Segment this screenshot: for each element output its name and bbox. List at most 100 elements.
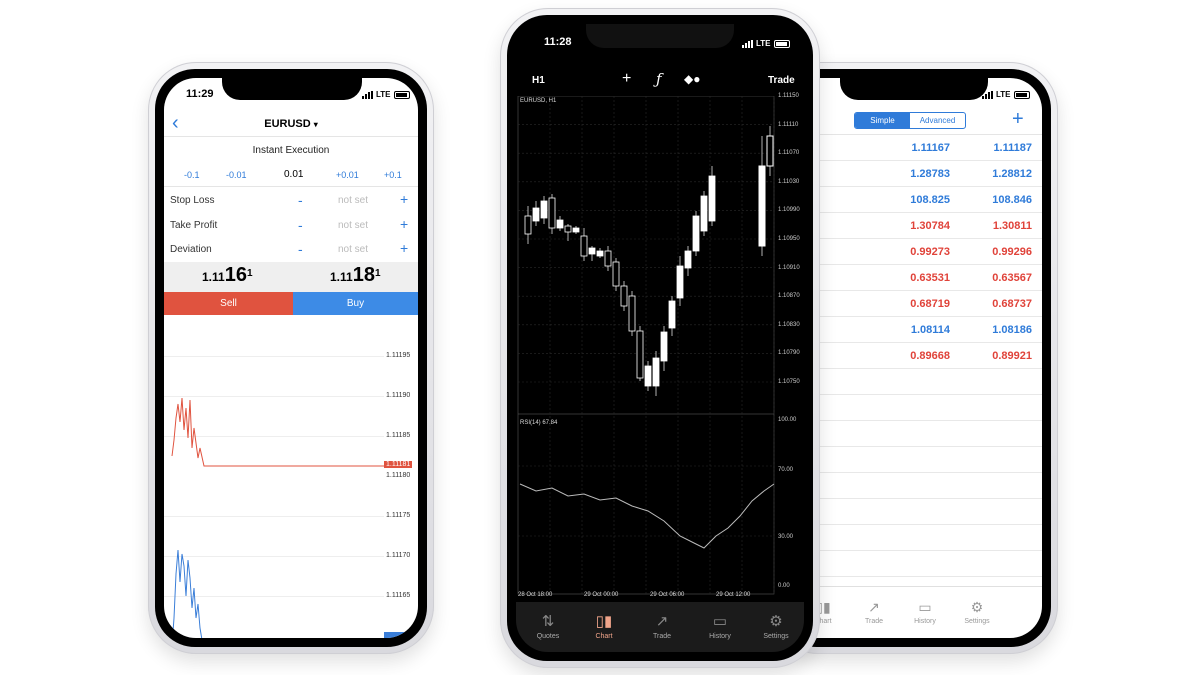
ask-price: 108.846 bbox=[992, 194, 1032, 206]
timeframe-button[interactable]: H1 bbox=[532, 75, 545, 86]
buy-price-sup: 1 bbox=[374, 268, 381, 279]
tab-label: Trade bbox=[864, 618, 884, 625]
tab-settings[interactable]: ⚙ Settings bbox=[952, 600, 1002, 626]
chevron-left-icon: ‹ bbox=[172, 112, 179, 134]
quote-row[interactable]: 1.11167 1.11187 bbox=[786, 135, 1042, 161]
candle-body bbox=[668, 300, 676, 329]
quote-row[interactable]: 1.28783 1.28812 bbox=[786, 161, 1042, 187]
stop-loss-decrease-button[interactable]: - bbox=[298, 192, 303, 208]
candle-body bbox=[758, 165, 766, 247]
candle-body bbox=[636, 330, 644, 379]
volume-step-plus-001[interactable]: +0.01 bbox=[336, 170, 359, 180]
buy-price-main: 18 bbox=[352, 264, 375, 286]
candle-body bbox=[596, 250, 604, 257]
back-button[interactable]: ‹ bbox=[172, 112, 179, 134]
chevron-down-icon: ▾ bbox=[313, 120, 318, 129]
candle-body bbox=[604, 250, 612, 267]
bid-price: 0.63531 bbox=[910, 272, 950, 284]
add-symbol-button[interactable]: + bbox=[1012, 108, 1024, 131]
trade-button[interactable]: Trade bbox=[768, 75, 795, 86]
signal-icon bbox=[742, 39, 753, 48]
deviation-decrease-button[interactable]: - bbox=[298, 241, 303, 257]
ask-price: 1.28812 bbox=[992, 168, 1032, 180]
price-axis-label: 1.10870 bbox=[778, 293, 800, 300]
take-profit-value[interactable]: not set bbox=[338, 220, 369, 231]
ask-price: 0.63567 bbox=[992, 272, 1032, 284]
buy-tick-line bbox=[172, 549, 203, 638]
candle-body bbox=[700, 195, 708, 232]
volume-step-minus-001[interactable]: -0.01 bbox=[226, 170, 247, 180]
price-axis-label: 1.11030 bbox=[778, 178, 800, 185]
candle-body bbox=[644, 365, 652, 387]
rsi-label: RSI(14) 67.84 bbox=[520, 420, 558, 426]
phone-frame-center: 11:28 LTE H1 + ƒ ◆● Trade EURUSD, H1 RSI… bbox=[500, 8, 820, 668]
stop-loss-label: Stop Loss bbox=[170, 195, 215, 206]
tab-settings[interactable]: ⚙ Settings bbox=[748, 614, 804, 641]
tab-quotes[interactable]: ⇅ Quotes bbox=[520, 613, 576, 641]
tick-axis-label: 1.11175 bbox=[386, 512, 411, 519]
tab-trade[interactable]: ↗ Trade bbox=[634, 614, 690, 641]
candle-body bbox=[532, 207, 540, 222]
deviation-value[interactable]: not set bbox=[338, 244, 369, 255]
quote-row[interactable]: 0.99273 0.99296 bbox=[786, 239, 1042, 265]
volume-value[interactable]: 0.01 bbox=[284, 169, 304, 180]
sell-button[interactable]: Sell bbox=[164, 292, 293, 315]
time-axis-label: 29 Oct 00:00 bbox=[584, 592, 619, 598]
objects-button[interactable]: ◆● bbox=[684, 72, 700, 86]
deviation-increase-button[interactable]: + bbox=[400, 240, 409, 256]
take-profit-increase-button[interactable]: + bbox=[400, 216, 409, 232]
tab-chart[interactable]: ▯▮ Chart bbox=[576, 614, 632, 641]
candle-body bbox=[660, 331, 668, 362]
candle-body bbox=[684, 250, 692, 269]
segment-simple[interactable]: Simple bbox=[855, 113, 910, 128]
chart-screen: 11:28 LTE H1 + ƒ ◆● Trade EURUSD, H1 RSI… bbox=[516, 24, 804, 652]
tab-history[interactable]: ▭ History bbox=[692, 614, 748, 641]
empty-row bbox=[786, 421, 1042, 447]
tab-history[interactable]: ▭ History bbox=[900, 600, 950, 626]
crosshair-icon: + bbox=[622, 70, 632, 87]
tab-trade[interactable]: ↗ Trade bbox=[849, 600, 899, 626]
ask-price: 0.89921 bbox=[992, 350, 1032, 362]
take-profit-label: Take Profit bbox=[170, 220, 218, 231]
volume-step-plus-01[interactable]: +0.1 bbox=[384, 170, 402, 180]
tab-label: History bbox=[709, 633, 731, 640]
execution-type[interactable]: Instant Execution bbox=[252, 145, 330, 156]
crosshair-button[interactable]: + bbox=[622, 70, 631, 88]
tab-label: Chart bbox=[814, 618, 832, 625]
quote-row[interactable]: 1.30784 1.30811 bbox=[786, 213, 1042, 239]
phone-frame-left: 11:29 LTE ‹ EURUSD ▾ Instant Execution -… bbox=[148, 62, 434, 654]
tick-axis-label: 1.11170 bbox=[386, 552, 411, 559]
segment-advanced[interactable]: Advanced bbox=[919, 116, 956, 125]
candle-body bbox=[524, 215, 532, 235]
quotes-icon: ⇅ bbox=[541, 613, 555, 630]
empty-row bbox=[786, 369, 1042, 395]
shapes-icon: ◆● bbox=[684, 72, 701, 86]
quote-row[interactable]: 0.89668 0.89921 bbox=[786, 343, 1042, 369]
quote-row[interactable]: 108.825 108.846 bbox=[786, 187, 1042, 213]
candle-body bbox=[540, 200, 548, 219]
sell-price-prefix: 1.11 bbox=[202, 270, 225, 284]
price-axis-label: 1.11070 bbox=[778, 150, 800, 157]
buy-button[interactable]: Buy bbox=[293, 292, 418, 315]
quote-row[interactable]: 1.08114 1.08186 bbox=[786, 317, 1042, 343]
volume-step-minus-01[interactable]: -0.1 bbox=[184, 170, 200, 180]
tab-label: Trade bbox=[652, 633, 672, 640]
take-profit-decrease-button[interactable]: - bbox=[298, 217, 303, 233]
candle-body bbox=[564, 225, 572, 233]
candle-body bbox=[580, 235, 588, 257]
tick-axis-label: 1.11180 bbox=[386, 472, 411, 479]
candle-body bbox=[556, 219, 564, 229]
symbol-label: EURUSD bbox=[264, 118, 311, 130]
quote-row[interactable]: 0.63531 0.63567 bbox=[786, 265, 1042, 291]
stop-loss-value[interactable]: not set bbox=[338, 195, 369, 206]
tab-label: Chart bbox=[595, 633, 613, 640]
price-chart bbox=[517, 96, 775, 595]
view-mode-segment: Simple Advanced bbox=[854, 112, 966, 129]
notch bbox=[840, 78, 988, 100]
symbol-selector[interactable]: EURUSD ▾ bbox=[164, 118, 418, 130]
indicators-button[interactable]: ƒ bbox=[656, 70, 662, 88]
order-screen: 11:29 LTE ‹ EURUSD ▾ Instant Execution -… bbox=[164, 78, 418, 638]
candle-body bbox=[766, 135, 774, 167]
quote-row[interactable]: 0.68719 0.68737 bbox=[786, 291, 1042, 317]
stop-loss-increase-button[interactable]: + bbox=[400, 191, 409, 207]
